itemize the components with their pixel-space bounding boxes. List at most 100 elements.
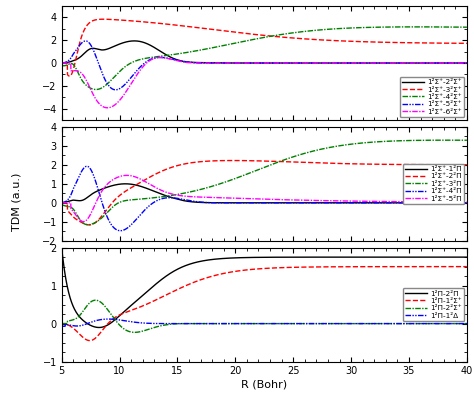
1²Π-1²Σ⁺: [245, 267, 251, 272]
1²Σ⁺-5²Π: [256, 197, 262, 202]
1²Π-1²Σ⁺: [378, 264, 384, 269]
1²Π-1²Δ: [452, 321, 458, 326]
1²Π-1²Δ: [245, 321, 251, 326]
1²Σ⁺-2²Σ⁺: [453, 61, 458, 65]
1²Σ⁺-4²Σ⁺: [245, 38, 251, 43]
1²Σ⁺-4²Π: [246, 200, 251, 205]
1²Σ⁺-6²Σ⁺: [80, 72, 85, 76]
1²Π-1²Δ: [378, 321, 384, 326]
1²Π-2²Σ⁺: [132, 330, 137, 335]
Line: 1²Σ⁺-6²Σ⁺: 1²Σ⁺-6²Σ⁺: [62, 57, 467, 108]
Line: 1²Π-2²Π: 1²Π-2²Π: [62, 247, 467, 328]
1²Σ⁺-4²Σ⁺: [413, 25, 419, 29]
1²Σ⁺-5²Π: [59, 200, 64, 205]
1²Σ⁺-4²Π: [80, 168, 85, 173]
1²Σ⁺-5²Σ⁺: [453, 61, 458, 65]
1²Σ⁺-3²Σ⁺: [464, 41, 470, 46]
1²Σ⁺-6²Σ⁺: [453, 61, 458, 65]
1²Σ⁺-3²Π: [256, 167, 262, 172]
1²Σ⁺-5²Π: [124, 173, 130, 178]
1²Σ⁺-4²Π: [378, 200, 384, 205]
1²Σ⁺-5²Σ⁺: [256, 61, 262, 65]
1²Σ⁺-5²Π: [453, 200, 458, 204]
1²Π-2²Π: [245, 255, 251, 260]
1²Σ⁺-3²Σ⁺: [256, 32, 262, 37]
1²Σ⁺-3²Σ⁺: [246, 31, 251, 36]
Line: 1²Σ⁺-5²Π: 1²Σ⁺-5²Π: [62, 175, 467, 222]
Text: TDM (a.u.): TDM (a.u.): [12, 173, 22, 231]
1²Σ⁺-2²Σ⁺: [256, 61, 262, 65]
1²Π-2²Σ⁺: [92, 298, 98, 303]
1²Σ⁺-5²Σ⁺: [113, 87, 118, 92]
1²Π-1²Σ⁺: [80, 335, 85, 339]
1²Π-1²Σ⁺: [452, 264, 458, 269]
1²Σ⁺-5²Π: [378, 199, 384, 204]
1²Σ⁺-6²Σ⁺: [256, 61, 262, 65]
1²Σ⁺-4²Σ⁺: [378, 25, 384, 29]
1²Σ⁺-5²Σ⁺: [464, 61, 470, 65]
1²Π-1²Δ: [256, 321, 262, 326]
1²Π-1²Δ: [80, 323, 85, 328]
1²Σ⁺-5²Π: [80, 219, 85, 224]
1²Σ⁺-3²Π: [80, 220, 85, 225]
1²Σ⁺-5²Σ⁺: [453, 61, 458, 65]
X-axis label: R (Bohr): R (Bohr): [241, 379, 287, 389]
Legend: 1²Σ⁺-1²Π, 1²Σ⁺-2²Π, 1²Σ⁺-3²Π, 1²Σ⁺-4²Π, 1²Σ⁺-5²Π: 1²Σ⁺-1²Π, 1²Σ⁺-2²Π, 1²Σ⁺-3²Π, 1²Σ⁺-4²Π, …: [403, 164, 464, 204]
1²Σ⁺-2²Π: [59, 200, 64, 205]
1²Π-1²Δ: [106, 317, 111, 322]
1²Σ⁺-3²Π: [378, 139, 384, 144]
1²Σ⁺-5²Π: [81, 219, 86, 224]
1²Σ⁺-1²Π: [452, 200, 458, 205]
1²Π-1²Δ: [59, 324, 64, 329]
1²Σ⁺-4²Σ⁺: [93, 87, 99, 92]
1²Σ⁺-5²Σ⁺: [246, 61, 251, 65]
1²Σ⁺-4²Σ⁺: [464, 25, 470, 29]
1²Σ⁺-3²Σ⁺: [67, 74, 73, 78]
1²Σ⁺-2²Σ⁺: [378, 61, 384, 65]
1²Σ⁺-4²Π: [118, 228, 123, 233]
1²Π-1²Σ⁺: [453, 264, 458, 269]
1²Σ⁺-2²Π: [378, 162, 384, 167]
1²Π-2²Π: [96, 325, 102, 330]
1²Σ⁺-4²Σ⁺: [80, 78, 85, 83]
1²Σ⁺-1²Π: [378, 200, 384, 205]
1²Σ⁺-2²Π: [453, 162, 458, 167]
1²Π-2²Π: [464, 255, 470, 259]
1²Σ⁺-3²Π: [59, 202, 64, 207]
1²Σ⁺-5²Π: [453, 200, 458, 204]
1²Σ⁺-6²Σ⁺: [246, 61, 251, 65]
1²Σ⁺-1²Π: [80, 198, 85, 203]
1²Σ⁺-3²Π: [245, 171, 251, 176]
1²Σ⁺-5²Σ⁺: [378, 61, 384, 65]
1²Σ⁺-3²Σ⁺: [80, 32, 85, 36]
1²Σ⁺-2²Σ⁺: [464, 61, 470, 65]
1²Π-1²Σ⁺: [59, 321, 64, 326]
1²Π-2²Π: [453, 255, 458, 259]
1²Π-1²Σ⁺: [256, 266, 262, 271]
1²Π-2²Π: [452, 255, 458, 259]
Line: 1²Σ⁺-1²Π: 1²Σ⁺-1²Π: [62, 184, 467, 203]
1²Σ⁺-3²Π: [453, 138, 458, 143]
1²Σ⁺-2²Π: [256, 158, 262, 163]
1²Σ⁺-4²Π: [256, 200, 262, 205]
1²Π-2²Σ⁺: [378, 321, 384, 326]
1²Π-2²Σ⁺: [453, 321, 458, 326]
1²Σ⁺-4²Π: [464, 200, 470, 205]
1²Π-1²Δ: [464, 321, 470, 326]
1²Σ⁺-3²Π: [443, 138, 448, 143]
1²Π-2²Σ⁺: [256, 321, 262, 326]
Line: 1²Σ⁺-4²Π: 1²Σ⁺-4²Π: [62, 166, 467, 231]
1²Σ⁺-1²Π: [464, 200, 470, 205]
Legend: 1²Σ⁺-2²Σ⁺, 1²Σ⁺-3²Σ⁺, 1²Σ⁺-4²Σ⁺, 1²Σ⁺-5²Σ⁺, 1²Σ⁺-6²Σ⁺: 1²Σ⁺-2²Σ⁺, 1²Σ⁺-3²Σ⁺, 1²Σ⁺-4²Σ⁺, 1²Σ⁺-5²…: [400, 77, 464, 117]
1²Σ⁺-6²Σ⁺: [453, 61, 458, 65]
1²Σ⁺-2²Π: [230, 158, 236, 163]
1²Σ⁺-3²Σ⁺: [100, 17, 106, 22]
Line: 1²Σ⁺-2²Σ⁺: 1²Σ⁺-2²Σ⁺: [62, 41, 467, 63]
1²Π-2²Σ⁺: [80, 310, 85, 315]
1²Π-2²Π: [80, 317, 85, 322]
1²Σ⁺-1²Π: [59, 200, 64, 205]
1²Σ⁺-1²Π: [122, 181, 128, 186]
1²Σ⁺-3²Π: [85, 222, 91, 227]
1²Σ⁺-4²Σ⁺: [453, 25, 458, 29]
Line: 1²Σ⁺-3²Σ⁺: 1²Σ⁺-3²Σ⁺: [62, 19, 467, 76]
